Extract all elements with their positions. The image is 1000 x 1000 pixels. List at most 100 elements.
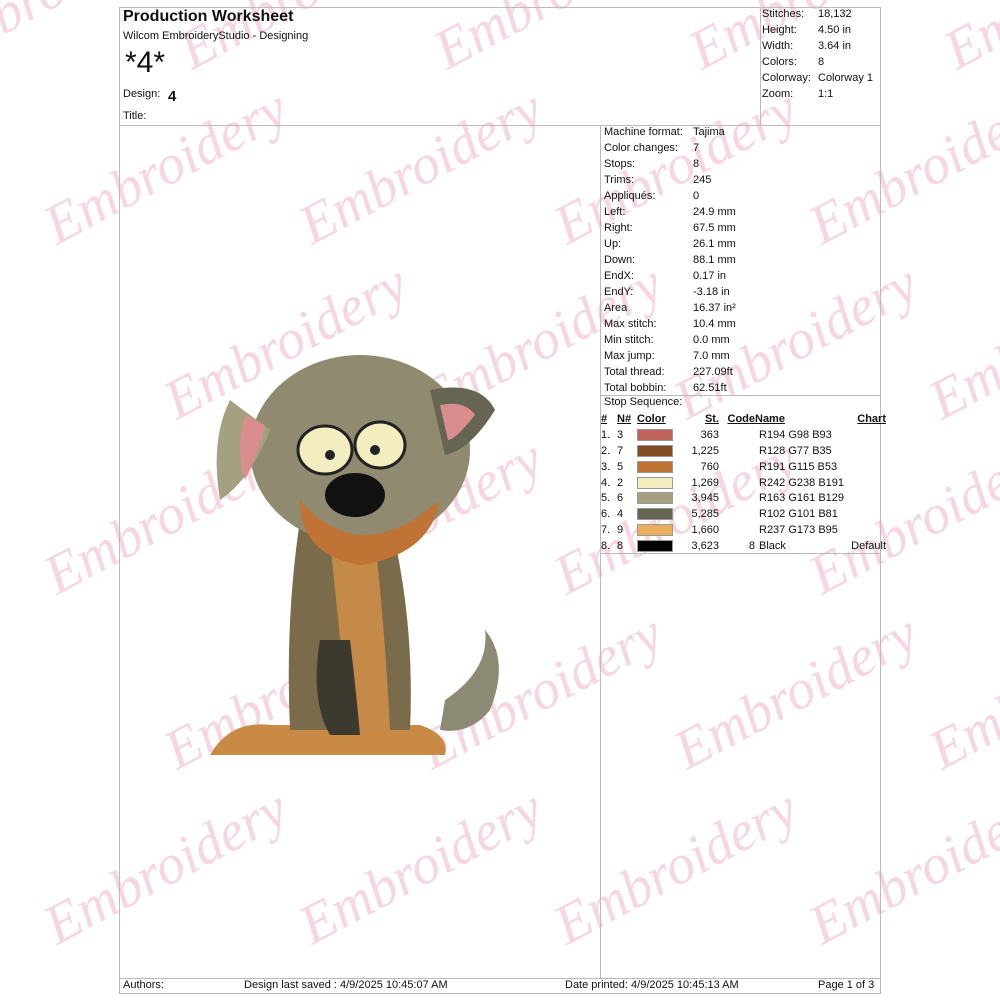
watermark-logo: Embroidery xyxy=(933,0,1000,83)
stitches: 1,225 xyxy=(691,444,719,457)
info-label: Up: xyxy=(604,238,622,250)
stop-sequence-title: Stop Sequence: xyxy=(604,396,683,408)
color-swatch xyxy=(637,427,681,443)
watermark-logo: Embroidery xyxy=(798,777,1000,957)
info-row: Right: 67.5 mm xyxy=(604,220,736,236)
code xyxy=(719,522,755,538)
info-label: Zoom: xyxy=(762,88,794,100)
info-row: Left: 24.9 mm xyxy=(604,204,736,220)
column-header: N# xyxy=(617,412,632,425)
row-index: 2. xyxy=(601,444,611,457)
info-label: EndY: xyxy=(604,286,634,298)
needle: 4 xyxy=(617,508,624,521)
info-label: Total bobbin: xyxy=(604,382,667,394)
summary-info: Stitches: 18,132 Height: 4.50 in Width: 3.64 … xyxy=(762,6,873,102)
info-value: 0 xyxy=(693,190,700,202)
watermark-logo: Embroidery xyxy=(33,77,298,257)
info-row: Machine format: Tajima xyxy=(604,124,736,140)
info-label: Max jump: xyxy=(604,350,655,362)
info-row: Stitches: 18,132 xyxy=(762,6,873,22)
info-row: Total bobbin: 62.51ft xyxy=(604,380,736,396)
info-row: Height: 4.50 in xyxy=(762,22,873,38)
dog-embroidery xyxy=(210,355,499,755)
table-row: 1. 3 363 R194 G98 B93 xyxy=(601,427,886,443)
chart xyxy=(851,490,886,506)
info-value: 227.09ft xyxy=(693,366,733,378)
table-row: 3. 5 760 R191 G115 B53 xyxy=(601,459,886,475)
info-value: 3.64 in xyxy=(818,40,852,52)
row-index: 1. xyxy=(601,428,611,441)
watermark-logo: Embroidery xyxy=(33,777,298,957)
chart: Default xyxy=(851,540,886,553)
row-index: 5. xyxy=(601,492,611,505)
chart xyxy=(851,443,886,459)
info-value: 245 xyxy=(693,174,712,186)
watermark-logo: Embroidery xyxy=(423,0,687,83)
info-label: Colorway: xyxy=(762,72,811,84)
info-label: Machine format: xyxy=(604,126,683,138)
info-row: Width: 3.64 in xyxy=(762,38,873,54)
info-value: 16.37 in² xyxy=(693,302,736,314)
info-value: 7 xyxy=(693,142,700,154)
color-swatch xyxy=(637,522,681,538)
column-header: St. xyxy=(704,412,719,425)
chart xyxy=(851,475,886,491)
info-label: Stops: xyxy=(604,158,636,170)
info-label: Area xyxy=(604,302,628,314)
info-value: 4.50 in xyxy=(818,24,852,36)
info-label: Colors: xyxy=(762,56,797,68)
needle: 5 xyxy=(617,460,624,473)
info-value: 67.5 mm xyxy=(693,222,736,234)
subtitle: Wilcom EmbroideryStudio - Designing xyxy=(123,30,309,42)
table-row: 4. 2 1,269 R242 G238 B191 xyxy=(601,475,886,491)
design-name: *4* xyxy=(125,46,166,79)
design-preview-image xyxy=(210,355,499,755)
info-row: EndY: -3.18 in xyxy=(604,284,736,300)
thread-name: R102 G101 B81 xyxy=(759,508,838,521)
design-label: Design: xyxy=(123,88,161,100)
info-value: 7.0 mm xyxy=(693,350,730,362)
info-row: Zoom: 1:1 xyxy=(762,86,873,102)
code xyxy=(719,490,755,506)
info-label: Width: xyxy=(762,40,794,52)
info-value: 0.17 in xyxy=(693,270,727,282)
info-label: Right: xyxy=(604,222,633,234)
info-label: Stitches: xyxy=(762,8,805,20)
code xyxy=(719,506,755,522)
table-row: 7. 9 1,660 R237 G173 B95 xyxy=(601,522,886,538)
watermark-logo: Embroidery xyxy=(543,777,808,957)
column-header: Chart xyxy=(857,412,886,425)
design-value: 4 xyxy=(168,88,177,105)
code xyxy=(719,443,755,459)
info-label: Min stitch: xyxy=(604,334,654,346)
stop-sequence-table: # N# Color St. Code Name Chart 1. 3 363 R194 G98 B… xyxy=(601,411,886,554)
info-value: Colorway 1 xyxy=(818,72,874,84)
info-row: Colors: 8 xyxy=(762,54,873,70)
info-label: Appliqués: xyxy=(604,190,656,202)
info-label: EndX: xyxy=(604,270,634,282)
info-label: Max stitch: xyxy=(604,318,657,330)
watermark-logo: Embroidery xyxy=(288,77,553,257)
stitches: 3,623 xyxy=(691,540,719,553)
info-row: Appliqués: 0 xyxy=(604,188,736,204)
stitches: 1,269 xyxy=(691,476,719,489)
color-swatch xyxy=(637,538,681,554)
info-row: Min stitch: 0.0 mm xyxy=(604,332,736,348)
needle: 7 xyxy=(617,444,624,457)
info-label: Height: xyxy=(762,24,797,36)
stitches: 5,285 xyxy=(691,508,719,521)
watermark-logo: Embroidery xyxy=(288,777,553,957)
column-header: Code xyxy=(727,412,756,425)
design-details: Machine format: Tajima Color changes: 7 Stop… xyxy=(604,124,736,396)
table-row: 8. 8 3,623 8 Black Default xyxy=(601,538,886,554)
info-row: Colorway: Colorway 1 xyxy=(762,70,873,86)
info-row: Area 16.37 in² xyxy=(604,300,736,316)
thread-name: R163 G161 B129 xyxy=(759,492,845,505)
info-row: Color changes: 7 xyxy=(604,140,736,156)
needle: 9 xyxy=(617,524,624,537)
info-value: 8 xyxy=(693,158,700,170)
info-label: Trims: xyxy=(604,174,635,186)
code xyxy=(719,427,755,443)
code xyxy=(719,475,755,491)
footer-authors: Authors: xyxy=(123,979,164,991)
